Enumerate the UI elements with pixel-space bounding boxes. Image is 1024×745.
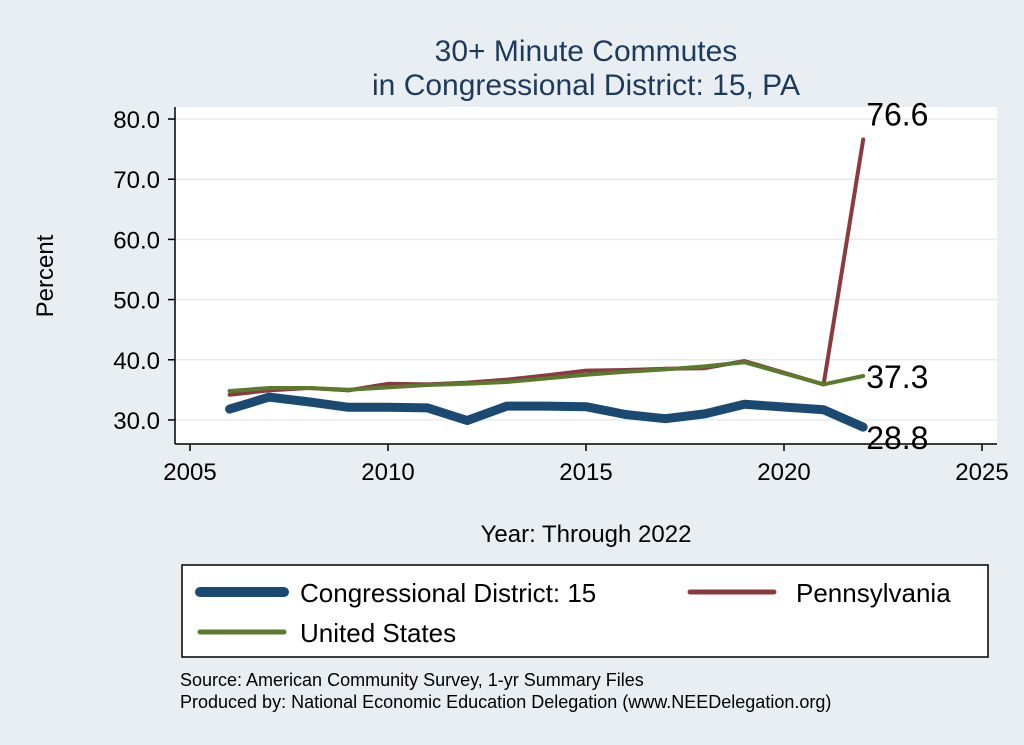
y-tick-label: 50.0 bbox=[113, 288, 160, 315]
legend-label: Congressional District: 15 bbox=[300, 578, 596, 608]
gridlines bbox=[175, 118, 997, 421]
series-lines bbox=[225, 137, 868, 432]
y-axis-title: Percent bbox=[32, 234, 59, 317]
y-tick-label: 60.0 bbox=[113, 227, 160, 254]
chart-title-line-1: 30+ Minute Commutes bbox=[435, 35, 738, 68]
end-label: 76.6 bbox=[866, 96, 928, 132]
end-label: 37.3 bbox=[866, 359, 928, 395]
x-tick-label: 2005 bbox=[163, 459, 216, 486]
y-axis-ticks: 30.0 40.0 50.0 60.0 70.0 80.0 bbox=[113, 107, 175, 435]
x-axis-title: Year: Through 2022 bbox=[481, 521, 692, 548]
x-tick-label: 2010 bbox=[361, 459, 414, 486]
legend-box bbox=[181, 564, 989, 658]
series-line-united-states bbox=[227, 360, 866, 393]
y-tick-label: 40.0 bbox=[113, 348, 160, 375]
x-tick-label: 2020 bbox=[757, 459, 810, 486]
x-tick-label: 2015 bbox=[559, 459, 612, 486]
x-axis-ticks: 2005 2010 2015 2020 2025 bbox=[163, 444, 1009, 486]
producer-note: Produced by: National Economic Education… bbox=[180, 692, 832, 712]
legend-label: United States bbox=[300, 618, 456, 648]
x-tick-label: 2025 bbox=[955, 459, 1008, 486]
y-tick-label: 80.0 bbox=[113, 107, 160, 134]
end-label: 28.8 bbox=[866, 420, 928, 456]
legend-label: Pennsylvania bbox=[796, 578, 951, 608]
series-line-congressional-district-15 bbox=[225, 392, 868, 432]
chart-title-line-2: in Congressional District: 15, PA bbox=[372, 69, 800, 102]
y-tick-label: 30.0 bbox=[113, 408, 160, 435]
legend: Congressional District: 15 Pennsylvania Un… bbox=[195, 578, 951, 648]
source-note: Source: American Community Survey, 1-yr … bbox=[180, 670, 644, 690]
y-tick-label: 70.0 bbox=[113, 167, 160, 194]
end-labels: 76.6 37.3 28.8 bbox=[866, 96, 928, 456]
